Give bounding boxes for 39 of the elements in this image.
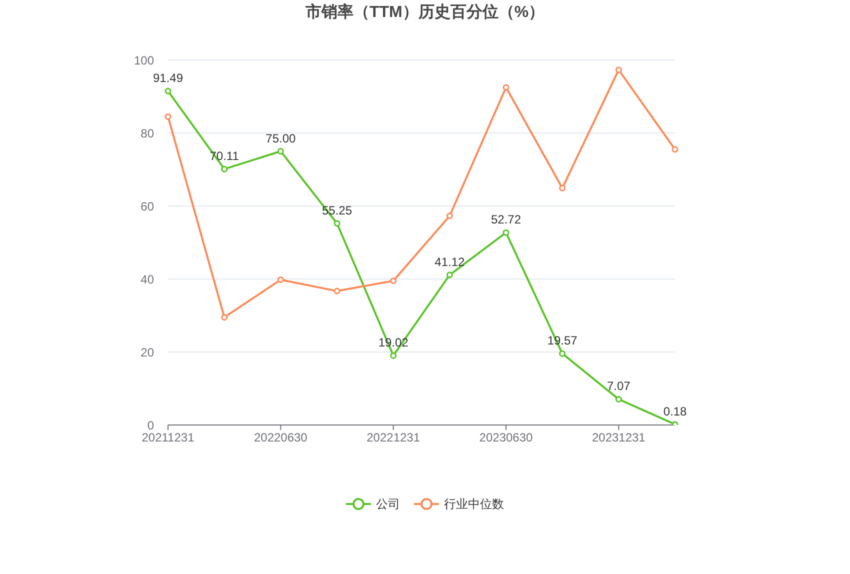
x-tick-label: 20231231 (592, 430, 646, 445)
y-tick-label: 0 (147, 418, 154, 432)
y-tick-label: 60 (140, 199, 154, 214)
point (277, 276, 284, 283)
data-label: 7.07 (606, 379, 631, 394)
point (221, 314, 228, 321)
point (390, 278, 397, 284)
x-tick-label: 20220630 (254, 430, 308, 445)
point (615, 396, 622, 402)
y-tick-label: 20 (140, 345, 154, 360)
legend-label: 行业中位数 (444, 497, 504, 511)
y-tick-label: 80 (140, 126, 154, 140)
x-tick-label: 20230630 (479, 430, 534, 445)
data-label: 41.12 (434, 254, 466, 269)
point (559, 350, 566, 357)
point (221, 166, 228, 172)
point (164, 88, 172, 94)
point (559, 184, 566, 192)
point (164, 113, 172, 120)
point (334, 288, 340, 294)
x-tick-label: 20221231 (366, 430, 420, 445)
data-label: 91.49 (152, 71, 184, 86)
legend-label: 公司 (376, 497, 400, 511)
y-tick-label: 40 (140, 272, 154, 286)
point (446, 272, 453, 278)
data-label: 75.00 (266, 131, 296, 146)
point (446, 212, 453, 220)
point (615, 66, 622, 74)
point (334, 220, 340, 227)
data-label: 0.18 (663, 404, 687, 418)
point (502, 84, 510, 91)
data-label: 52.72 (490, 212, 522, 227)
x-tick-label: 20211231 (142, 430, 195, 445)
chart-title: 市销率（TTM）历史百分位（%） (304, 3, 546, 23)
point (672, 146, 678, 153)
point (502, 229, 510, 236)
y-tick-label: 100 (134, 53, 154, 68)
point (390, 352, 397, 359)
point (277, 148, 284, 154)
